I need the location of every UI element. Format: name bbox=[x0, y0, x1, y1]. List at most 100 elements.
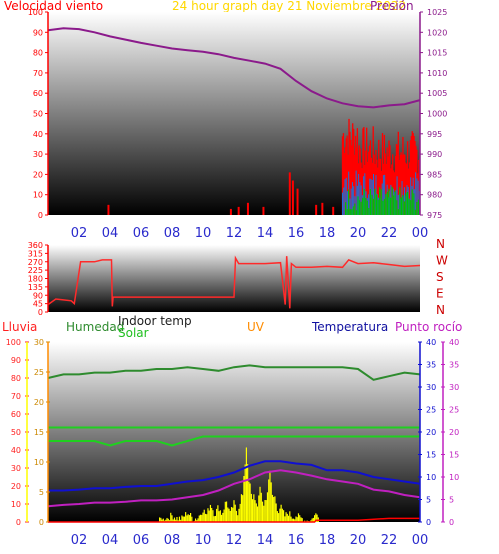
x-tick-label: 18 bbox=[319, 533, 336, 548]
y-tick-label: 60 bbox=[11, 410, 21, 419]
y-tick-label: 70 bbox=[11, 392, 21, 401]
y-tick-label: 360 bbox=[28, 241, 43, 250]
y-tick-label: 90 bbox=[33, 28, 43, 37]
y-tick-label: 1000 bbox=[427, 110, 447, 119]
y-tick-label: 100 bbox=[28, 8, 43, 17]
x-tick-label: 20 bbox=[350, 533, 367, 548]
panel3-background bbox=[48, 342, 420, 522]
y-tick-label: 35 bbox=[449, 361, 459, 370]
y-tick-label: 80 bbox=[33, 49, 43, 58]
y-tick-label: 995 bbox=[427, 130, 442, 139]
compass-letter: W bbox=[436, 254, 448, 268]
y-tick-label: 15 bbox=[34, 428, 44, 437]
x-tick-label: 20 bbox=[350, 226, 367, 241]
y-tick-label: 30 bbox=[449, 383, 459, 392]
y-tick-label: 135 bbox=[28, 283, 43, 292]
y-tick-label: 80 bbox=[11, 374, 21, 383]
wind-axis-ticks: 0 10 20 30 40 50 60 70 80 90 100 bbox=[28, 8, 48, 220]
rain-axis-ticks: 0 10 20 30 40 50 60 70 80 90 100 bbox=[6, 338, 29, 527]
pressure-line bbox=[47, 27, 421, 109]
x-tick-label: 14 bbox=[257, 533, 274, 548]
y-tick-label: 20 bbox=[449, 428, 459, 437]
y-tick-label: 270 bbox=[28, 258, 43, 267]
y-tick-label: 100 bbox=[6, 338, 21, 347]
y-tick-label: 975 bbox=[427, 211, 442, 220]
y-tick-label: 5 bbox=[426, 496, 431, 505]
x-tick-label: 12 bbox=[226, 226, 243, 241]
y-tick-label: 30 bbox=[11, 464, 21, 473]
x-tick-label: 14 bbox=[257, 226, 274, 241]
compass-letter: N bbox=[436, 237, 445, 251]
y-tick-label: 20 bbox=[33, 170, 43, 179]
x-tick-label: 22 bbox=[381, 533, 398, 548]
wind-spikes bbox=[107, 172, 335, 215]
direction-line bbox=[47, 255, 421, 309]
series-line bbox=[47, 364, 421, 381]
dewpoint-axis-ticks: 0 5 10 15 20 25 30 35 40 bbox=[441, 338, 459, 527]
y-tick-label: 10 bbox=[449, 473, 459, 482]
y-tick-label: 15 bbox=[426, 451, 436, 460]
y-tick-label: 10 bbox=[34, 458, 44, 467]
y-tick-label: 315 bbox=[28, 249, 43, 258]
series-line bbox=[48, 435, 420, 447]
solar-axis-ticks: 0 5 10 15 20 25 30 bbox=[34, 338, 50, 527]
x-tick-label: 10 bbox=[195, 226, 212, 241]
x-tick-label: 04 bbox=[102, 533, 119, 548]
compass-letter: S bbox=[436, 270, 444, 284]
y-tick-label: 1010 bbox=[427, 69, 447, 78]
y-tick-label: 90 bbox=[11, 356, 21, 365]
solar-label: Solar bbox=[118, 326, 149, 340]
x-tick-label: 22 bbox=[381, 226, 398, 241]
y-tick-label: 0 bbox=[426, 518, 431, 527]
y-tick-label: 20 bbox=[11, 482, 21, 491]
y-tick-label: 35 bbox=[426, 361, 436, 370]
y-tick-label: 0 bbox=[449, 518, 454, 527]
temperature-label: Temperatura bbox=[311, 320, 388, 334]
rain-label: Lluvia bbox=[2, 320, 37, 334]
y-tick-label: 20 bbox=[34, 398, 44, 407]
y-tick-label: 1025 bbox=[427, 8, 447, 17]
y-tick-label: 5 bbox=[449, 496, 454, 505]
y-tick-label: 25 bbox=[34, 368, 44, 377]
uv-label: UV bbox=[247, 320, 265, 334]
y-tick-label: 40 bbox=[33, 130, 43, 139]
x-tick-label: 00 bbox=[412, 533, 429, 548]
x-tick-label: 00 bbox=[412, 226, 429, 241]
y-tick-label: 30 bbox=[34, 338, 44, 347]
x-axis-ticks-top: 02 04 06 08 10 12 14 16 18 20 22 00 bbox=[71, 226, 429, 241]
y-tick-label: 40 bbox=[11, 446, 21, 455]
y-tick-label: 0 bbox=[39, 518, 44, 527]
y-tick-label: 30 bbox=[426, 383, 436, 392]
series-line bbox=[48, 460, 421, 492]
y-tick-label: 20 bbox=[426, 428, 436, 437]
x-tick-label: 16 bbox=[288, 226, 305, 241]
x-tick-label: 12 bbox=[226, 533, 243, 548]
y-tick-label: 0 bbox=[38, 211, 43, 220]
x-tick-label: 06 bbox=[133, 533, 150, 548]
y-tick-label: 10 bbox=[33, 191, 43, 200]
y-tick-label: 15 bbox=[449, 451, 459, 460]
y-tick-label: 60 bbox=[33, 89, 43, 98]
y-tick-label: 1005 bbox=[427, 89, 447, 98]
chart-title: 24 hour graph day 21 Noviembre 2022 bbox=[172, 0, 406, 13]
y-tick-label: 5 bbox=[39, 488, 44, 497]
x-tick-label: 18 bbox=[319, 226, 336, 241]
x-tick-label: 08 bbox=[164, 533, 181, 548]
x-tick-label: 04 bbox=[102, 226, 119, 241]
x-tick-label: 02 bbox=[71, 533, 88, 548]
y-tick-label: 0 bbox=[16, 518, 21, 527]
pressure-axis-ticks: 975 980 985 990 995 1000 1005 1010 1015 1020 1025 bbox=[420, 8, 447, 220]
y-tick-label: 10 bbox=[426, 473, 436, 482]
y-tick-label: 45 bbox=[33, 300, 43, 309]
x-axis-ticks-bottom: 02 04 06 08 10 12 14 16 18 20 22 00 bbox=[71, 533, 429, 548]
y-tick-label: 70 bbox=[33, 69, 43, 78]
panel3-lines bbox=[47, 364, 421, 523]
y-tick-label: 985 bbox=[427, 170, 442, 179]
compass-letter: N bbox=[436, 303, 445, 317]
compass-letter: E bbox=[436, 287, 444, 301]
